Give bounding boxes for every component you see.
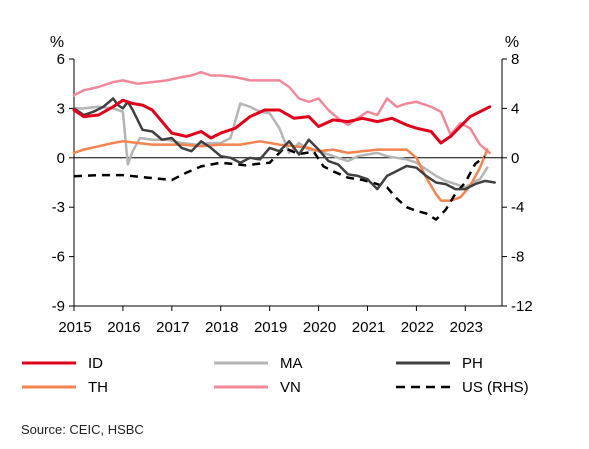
legend-label: PH <box>462 355 483 372</box>
legend-label: VN <box>280 379 301 396</box>
left-tick-label: -3 <box>52 199 65 216</box>
left-tick-label: 6 <box>57 51 65 68</box>
legend-label: TH <box>88 379 108 396</box>
left-tick-label: -6 <box>52 249 65 266</box>
x-tick-label: 2015 <box>58 319 91 336</box>
x-tick-label: 2017 <box>156 319 189 336</box>
x-tick-label: 2022 <box>401 319 434 336</box>
left-tick-label: 3 <box>57 100 65 117</box>
legend: ID MA PH TH VN US (RHS) <box>22 355 529 396</box>
x-tick-label: 2016 <box>107 319 140 336</box>
legend-label: US (RHS) <box>462 379 529 396</box>
series-line-ph <box>72 97 496 191</box>
series-line-id <box>72 98 492 145</box>
left-tick-label: 0 <box>57 150 65 167</box>
right-tick-label: 4 <box>511 100 519 117</box>
plot-area <box>72 70 496 221</box>
legend-label: MA <box>280 355 303 372</box>
axes: 6 3 0 -3 -6 -9 8 4 0 -4 -8 -12% % 2015 2016 2017 2018 201… <box>50 34 533 336</box>
right-tick-label: 0 <box>511 150 519 167</box>
x-tick-label: 2020 <box>303 319 336 336</box>
series-line-us-rhs <box>73 146 486 221</box>
right-tick-label: -12 <box>511 298 533 315</box>
left-axis-unit: % <box>50 34 64 51</box>
series-line-th <box>72 140 489 202</box>
legend-label: ID <box>88 355 103 372</box>
x-tick-label: 2023 <box>450 319 483 336</box>
series-line-vn <box>72 70 492 155</box>
left-tick-label: -9 <box>52 298 65 315</box>
x-tick-label: 2018 <box>205 319 238 336</box>
right-tick-label: -8 <box>511 249 524 266</box>
right-tick-label: 8 <box>511 51 519 68</box>
x-tick-label: 2021 <box>352 319 385 336</box>
x-tick-label: 2019 <box>254 319 287 336</box>
right-tick-label: -4 <box>511 199 524 216</box>
source-note: Source: CEIC, HSBC <box>21 422 144 437</box>
right-axis-unit: % <box>505 34 519 51</box>
